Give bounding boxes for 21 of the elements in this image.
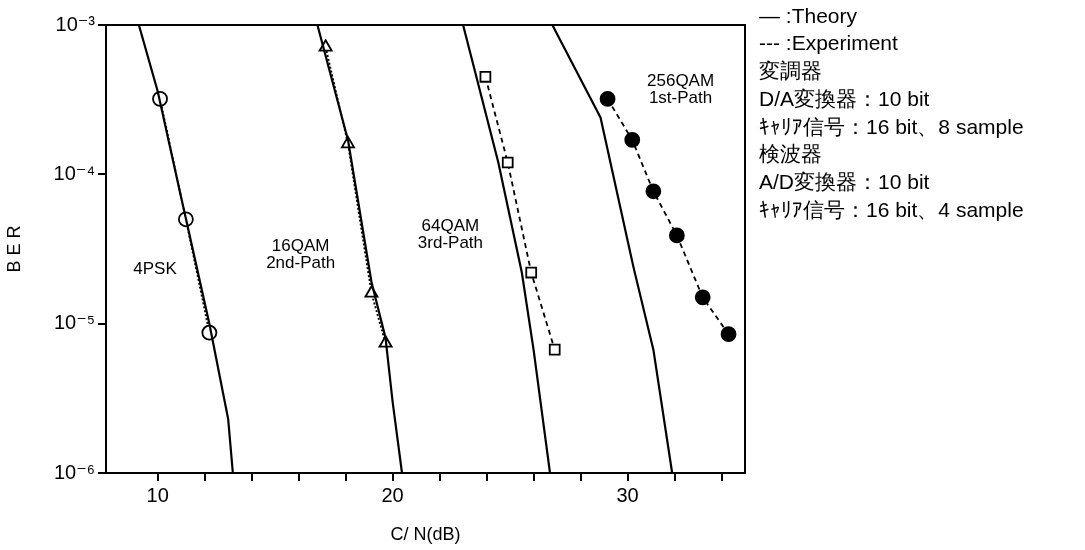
text: 64QAM 3rd-Path [417,215,484,252]
y-tick-label: 10⁻⁴ [53,161,95,184]
text: --- :Experiment [759,31,899,55]
x-axis-title: C/ N(dB) [390,524,461,545]
x-tick-label: 10 [146,483,169,506]
text: 変調器 [759,59,822,83]
text: 検波器 [759,142,822,166]
y-tick-label: 10⁻⁵ [53,311,95,334]
text: A/D変換器：10 bit [759,170,930,193]
series-label: 4PSK [133,258,178,278]
text: ｷｬﾘｱ信号：16 bit、8 sample [759,114,1024,138]
series-label: 16QAM 2nd-Path [266,236,336,273]
text: — :Theory [759,3,858,27]
x-tick-label: 30 [616,483,639,506]
text: ｷｬﾘｱ信号：16 bit、4 sample [759,197,1024,221]
y-tick-label: 10⁻⁶ [53,460,95,483]
y-tick-label: 10⁻³ [55,12,96,35]
y-axis-title: B E R [3,225,24,273]
series-label: 256QAM 1st-Path [647,71,715,108]
x-tick-label: 20 [381,483,404,506]
text: D/A変換器：10 bit [759,86,930,110]
